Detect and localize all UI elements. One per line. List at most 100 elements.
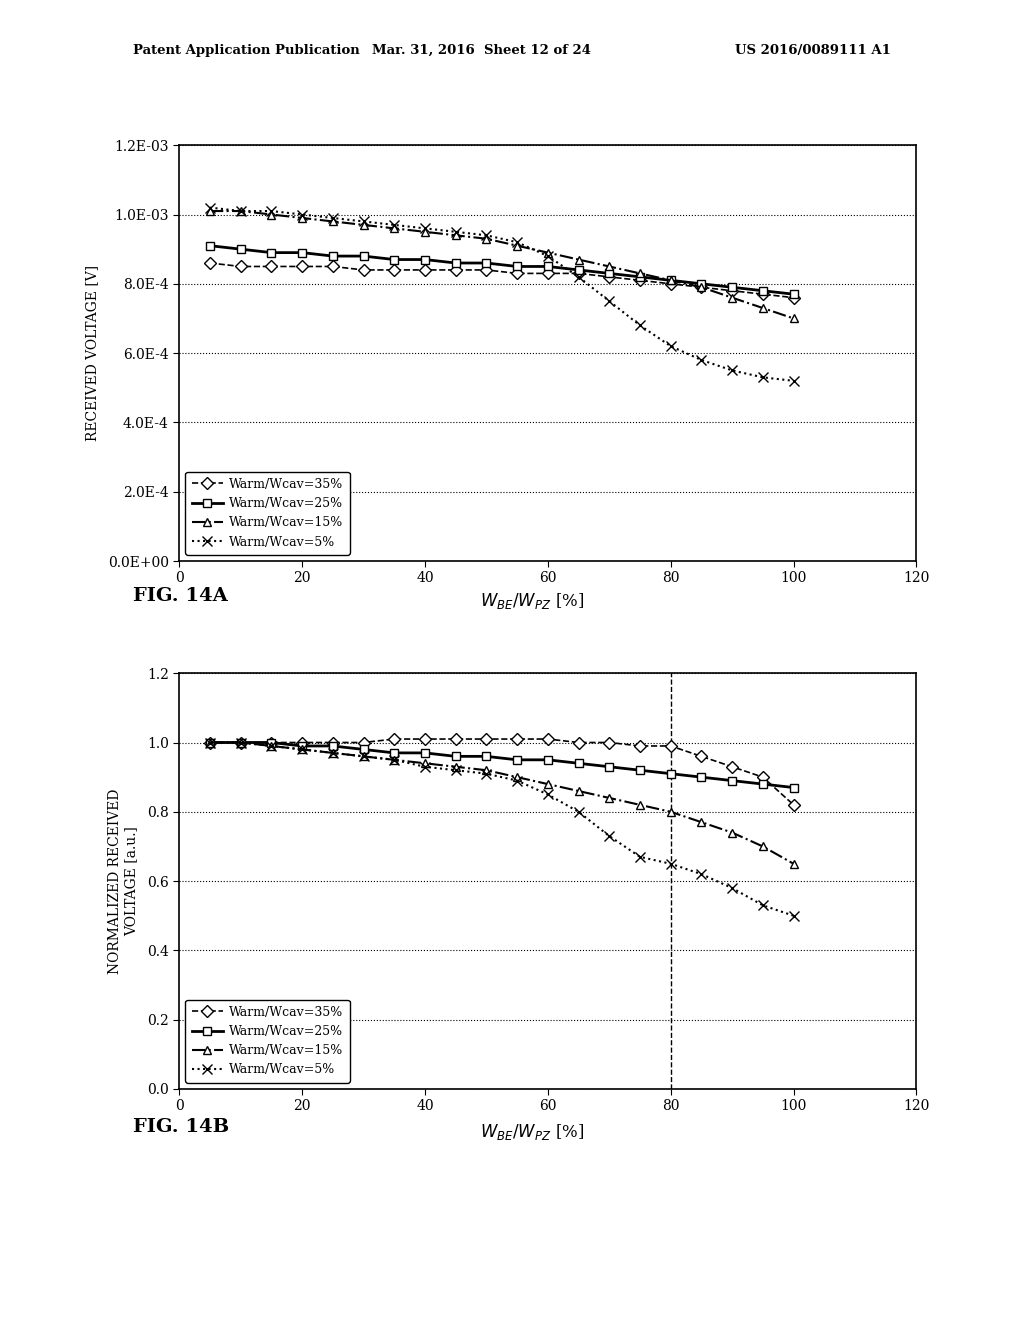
Warm/Wcav=35% — [234, 734, 247, 750]
Warm/Wcav=35% — [388, 731, 400, 747]
Warm/Wcav=5% — [542, 787, 554, 803]
Warm/Wcav=25% — [787, 780, 800, 796]
Line: Warm/Wcav=25%: Warm/Wcav=25% — [206, 738, 798, 792]
Warm/Wcav=5% — [665, 855, 677, 871]
Warm/Wcav=35% — [511, 265, 523, 281]
Warm/Wcav=25% — [327, 248, 339, 264]
Warm/Wcav=15% — [634, 265, 646, 281]
Warm/Wcav=5% — [419, 759, 431, 775]
Warm/Wcav=35% — [665, 738, 677, 754]
Warm/Wcav=35% — [388, 261, 400, 279]
Warm/Wcav=15% — [511, 238, 523, 253]
Warm/Wcav=15% — [542, 244, 554, 260]
Warm/Wcav=5% — [265, 738, 278, 754]
Warm/Wcav=5% — [787, 908, 800, 924]
Warm/Wcav=5% — [450, 763, 462, 779]
Warm/Wcav=5% — [388, 216, 400, 232]
Warm/Wcav=25% — [357, 742, 370, 758]
Line: Warm/Wcav=15%: Warm/Wcav=15% — [206, 738, 798, 869]
Warm/Wcav=35% — [357, 261, 370, 279]
Warm/Wcav=35% — [603, 734, 615, 750]
Warm/Wcav=35% — [296, 259, 308, 275]
Warm/Wcav=35% — [634, 272, 646, 288]
Warm/Wcav=35% — [634, 738, 646, 754]
Warm/Wcav=15% — [572, 783, 585, 799]
Warm/Wcav=15% — [327, 214, 339, 230]
Warm/Wcav=25% — [450, 748, 462, 764]
Warm/Wcav=5% — [603, 293, 615, 309]
Warm/Wcav=25% — [388, 252, 400, 268]
Warm/Wcav=25% — [234, 734, 247, 750]
Warm/Wcav=5% — [204, 199, 216, 215]
Warm/Wcav=25% — [665, 272, 677, 288]
Warm/Wcav=35% — [603, 269, 615, 285]
Warm/Wcav=25% — [572, 261, 585, 279]
Warm/Wcav=25% — [542, 752, 554, 768]
Warm/Wcav=15% — [665, 804, 677, 820]
Warm/Wcav=15% — [296, 742, 308, 758]
Warm/Wcav=25% — [296, 244, 308, 260]
Warm/Wcav=25% — [634, 763, 646, 779]
Warm/Wcav=35% — [787, 797, 800, 813]
Text: Patent Application Publication: Patent Application Publication — [133, 44, 359, 57]
Warm/Wcav=25% — [726, 280, 738, 296]
Warm/Wcav=35% — [450, 261, 462, 279]
Warm/Wcav=5% — [357, 748, 370, 764]
Warm/Wcav=25% — [388, 744, 400, 760]
Warm/Wcav=25% — [450, 255, 462, 271]
Warm/Wcav=15% — [726, 825, 738, 841]
Warm/Wcav=15% — [450, 227, 462, 243]
Warm/Wcav=35% — [511, 731, 523, 747]
Warm/Wcav=35% — [695, 280, 708, 296]
Warm/Wcav=35% — [357, 734, 370, 750]
Warm/Wcav=15% — [695, 280, 708, 296]
Warm/Wcav=5% — [204, 734, 216, 750]
Warm/Wcav=35% — [665, 276, 677, 292]
Warm/Wcav=5% — [572, 804, 585, 820]
Warm/Wcav=35% — [542, 265, 554, 281]
Warm/Wcav=15% — [603, 789, 615, 805]
Warm/Wcav=25% — [757, 282, 769, 298]
Warm/Wcav=15% — [357, 216, 370, 232]
Warm/Wcav=25% — [419, 744, 431, 760]
Warm/Wcav=25% — [480, 748, 493, 764]
Warm/Wcav=5% — [296, 742, 308, 758]
Warm/Wcav=35% — [265, 259, 278, 275]
Text: $\mathit{W}_{BE}/\mathit{W}_{PZ}$ [%]: $\mathit{W}_{BE}/\mathit{W}_{PZ}$ [%] — [480, 591, 585, 611]
Warm/Wcav=25% — [234, 242, 247, 257]
Warm/Wcav=35% — [542, 731, 554, 747]
Warm/Wcav=5% — [572, 269, 585, 285]
Warm/Wcav=15% — [603, 259, 615, 275]
Warm/Wcav=35% — [757, 770, 769, 785]
Line: Warm/Wcav=15%: Warm/Wcav=15% — [206, 207, 798, 322]
Text: Mar. 31, 2016  Sheet 12 of 24: Mar. 31, 2016 Sheet 12 of 24 — [372, 44, 591, 57]
Text: FIG. 14B: FIG. 14B — [133, 1118, 229, 1137]
Warm/Wcav=35% — [695, 748, 708, 764]
Warm/Wcav=5% — [726, 880, 738, 896]
Warm/Wcav=35% — [419, 731, 431, 747]
Warm/Wcav=15% — [726, 290, 738, 306]
Warm/Wcav=25% — [204, 734, 216, 750]
Warm/Wcav=5% — [542, 248, 554, 264]
Warm/Wcav=5% — [419, 220, 431, 236]
Warm/Wcav=25% — [757, 776, 769, 792]
Warm/Wcav=15% — [757, 838, 769, 854]
Warm/Wcav=35% — [450, 731, 462, 747]
Warm/Wcav=15% — [388, 752, 400, 768]
Warm/Wcav=35% — [787, 290, 800, 306]
Line: Warm/Wcav=35%: Warm/Wcav=35% — [206, 259, 798, 302]
Warm/Wcav=35% — [327, 259, 339, 275]
Warm/Wcav=35% — [726, 282, 738, 298]
Warm/Wcav=15% — [204, 203, 216, 219]
Legend: Warm/Wcav=35%, Warm/Wcav=25%, Warm/Wcav=15%, Warm/Wcav=5%: Warm/Wcav=35%, Warm/Wcav=25%, Warm/Wcav=… — [185, 471, 350, 554]
Warm/Wcav=25% — [265, 734, 278, 750]
Warm/Wcav=35% — [572, 265, 585, 281]
Warm/Wcav=15% — [296, 210, 308, 226]
Warm/Wcav=15% — [511, 770, 523, 785]
Warm/Wcav=15% — [665, 272, 677, 288]
Warm/Wcav=5% — [327, 744, 339, 760]
Warm/Wcav=5% — [296, 206, 308, 222]
Warm/Wcav=35% — [204, 734, 216, 750]
Text: FIG. 14A: FIG. 14A — [133, 587, 228, 606]
Warm/Wcav=5% — [665, 338, 677, 354]
